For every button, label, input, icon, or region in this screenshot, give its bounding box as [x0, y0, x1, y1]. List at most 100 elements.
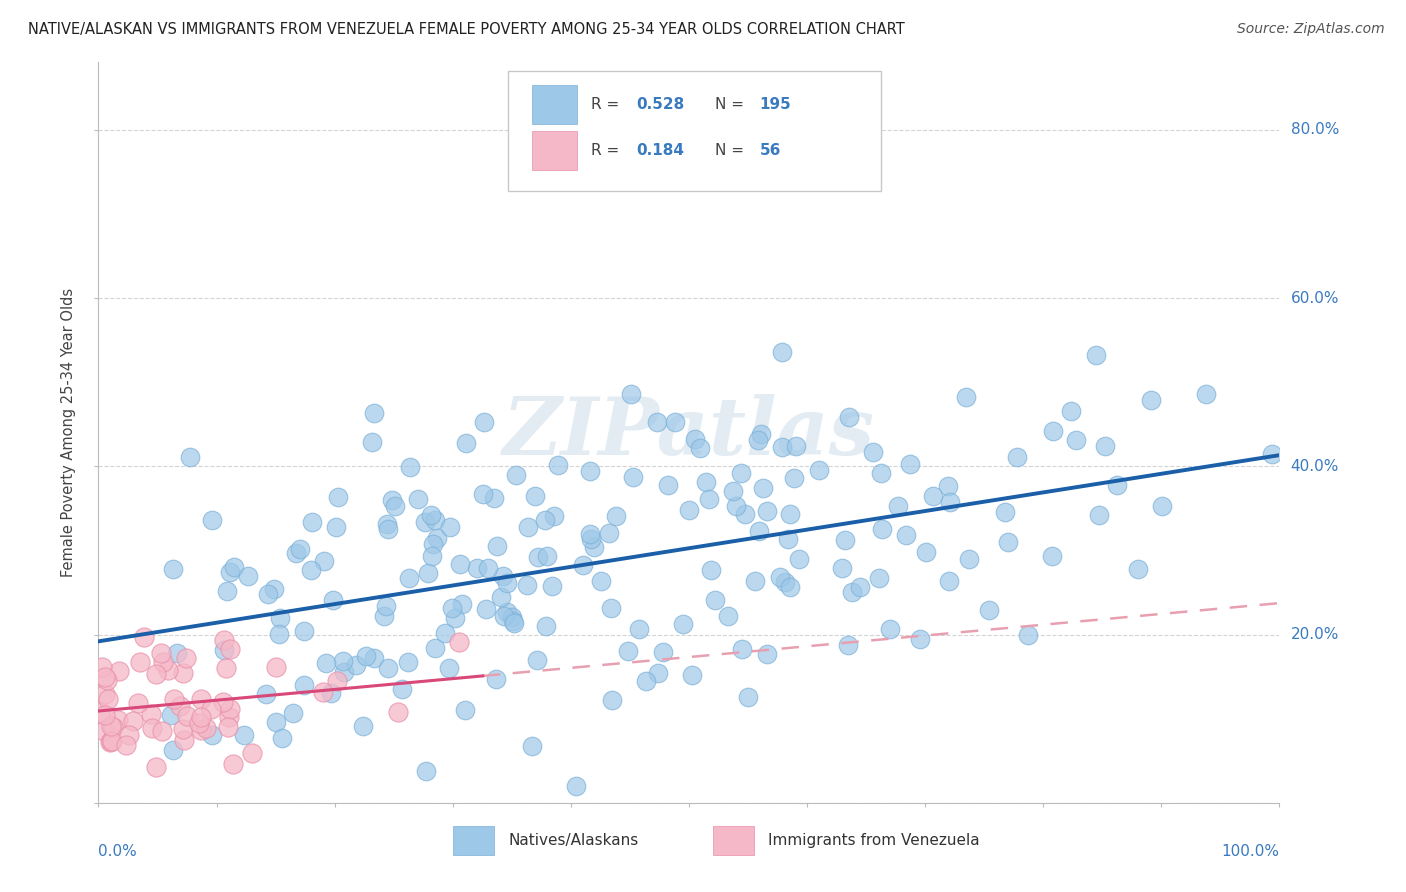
Point: [492, 609, 515, 624]
FancyBboxPatch shape: [453, 827, 494, 855]
Point: [501, 610, 523, 624]
Point: [292, 678, 315, 692]
Point: [770, 440, 793, 454]
Point: [94, 708, 117, 723]
Point: [145, 667, 167, 681]
Point: [472, 415, 495, 429]
Point: [477, 561, 499, 575]
Point: [190, 723, 212, 737]
Point: [236, 569, 259, 583]
Point: [97, 692, 120, 706]
Point: [1139, 392, 1161, 407]
Point: [415, 764, 437, 779]
Point: [201, 513, 224, 527]
Point: [769, 570, 792, 584]
Point: [779, 580, 801, 594]
Point: [1126, 562, 1149, 576]
Point: [572, 558, 595, 572]
Point: [1017, 628, 1039, 642]
Text: 0.528: 0.528: [636, 97, 685, 112]
Point: [441, 600, 464, 615]
Point: [423, 513, 446, 527]
Point: [704, 593, 727, 607]
Point: [219, 702, 242, 716]
Point: [257, 587, 280, 601]
Point: [215, 661, 238, 675]
Point: [591, 574, 613, 588]
Text: 0.184: 0.184: [636, 143, 683, 158]
Point: [841, 585, 863, 599]
Point: [683, 432, 706, 446]
Text: 20.0%: 20.0%: [1291, 627, 1339, 642]
Point: [543, 509, 565, 524]
Point: [384, 499, 406, 513]
Point: [152, 656, 174, 670]
Text: 80.0%: 80.0%: [1291, 122, 1339, 137]
Point: [326, 674, 349, 689]
Point: [503, 615, 526, 630]
Point: [748, 524, 770, 539]
Point: [994, 505, 1017, 519]
Text: Immigrants from Venezuela: Immigrants from Venezuela: [768, 833, 980, 848]
Point: [94, 687, 117, 701]
Point: [212, 695, 235, 709]
Text: R =: R =: [591, 143, 624, 158]
Point: [957, 552, 980, 566]
Point: [214, 643, 236, 657]
Point: [598, 526, 620, 541]
Point: [89, 705, 111, 719]
Point: [621, 470, 644, 484]
Point: [910, 632, 932, 646]
Point: [752, 481, 775, 495]
Point: [176, 651, 198, 665]
Point: [361, 435, 384, 450]
Point: [101, 734, 124, 748]
Point: [288, 541, 311, 556]
Point: [118, 728, 141, 742]
Text: Natives/Alaskans: Natives/Alaskans: [508, 833, 638, 848]
Point: [201, 728, 224, 742]
Point: [724, 499, 747, 513]
Point: [377, 522, 399, 536]
Point: [672, 616, 695, 631]
Point: [1107, 477, 1129, 491]
Point: [547, 458, 569, 472]
Point: [756, 504, 779, 518]
Point: [454, 703, 477, 717]
Point: [872, 522, 894, 536]
Text: 195: 195: [759, 97, 792, 112]
Point: [517, 520, 540, 534]
Point: [163, 692, 186, 706]
Point: [887, 499, 910, 513]
Point: [449, 558, 471, 572]
Point: [315, 656, 337, 670]
Point: [837, 638, 859, 652]
Point: [456, 436, 478, 450]
Point: [496, 576, 519, 591]
Point: [868, 571, 890, 585]
FancyBboxPatch shape: [508, 71, 882, 191]
Point: [129, 655, 152, 669]
Point: [1042, 424, 1064, 438]
Point: [505, 467, 527, 482]
Point: [352, 719, 374, 733]
Text: N =: N =: [714, 143, 749, 158]
Point: [173, 732, 195, 747]
Point: [898, 457, 921, 471]
Point: [423, 640, 446, 655]
Point: [263, 582, 285, 597]
Point: [179, 450, 201, 464]
Point: [100, 734, 122, 748]
Point: [496, 605, 519, 619]
Point: [678, 503, 700, 517]
Point: [96, 673, 118, 688]
Point: [1195, 387, 1218, 401]
Point: [100, 718, 122, 732]
Point: [938, 574, 960, 588]
Point: [218, 565, 240, 579]
Point: [222, 757, 245, 772]
Point: [620, 386, 643, 401]
Point: [398, 459, 420, 474]
Point: [1094, 439, 1116, 453]
Text: NATIVE/ALASKAN VS IMMIGRANTS FROM VENEZUELA FEMALE POVERTY AMONG 25-34 YEAR OLDS: NATIVE/ALASKAN VS IMMIGRANTS FROM VENEZU…: [28, 22, 905, 37]
